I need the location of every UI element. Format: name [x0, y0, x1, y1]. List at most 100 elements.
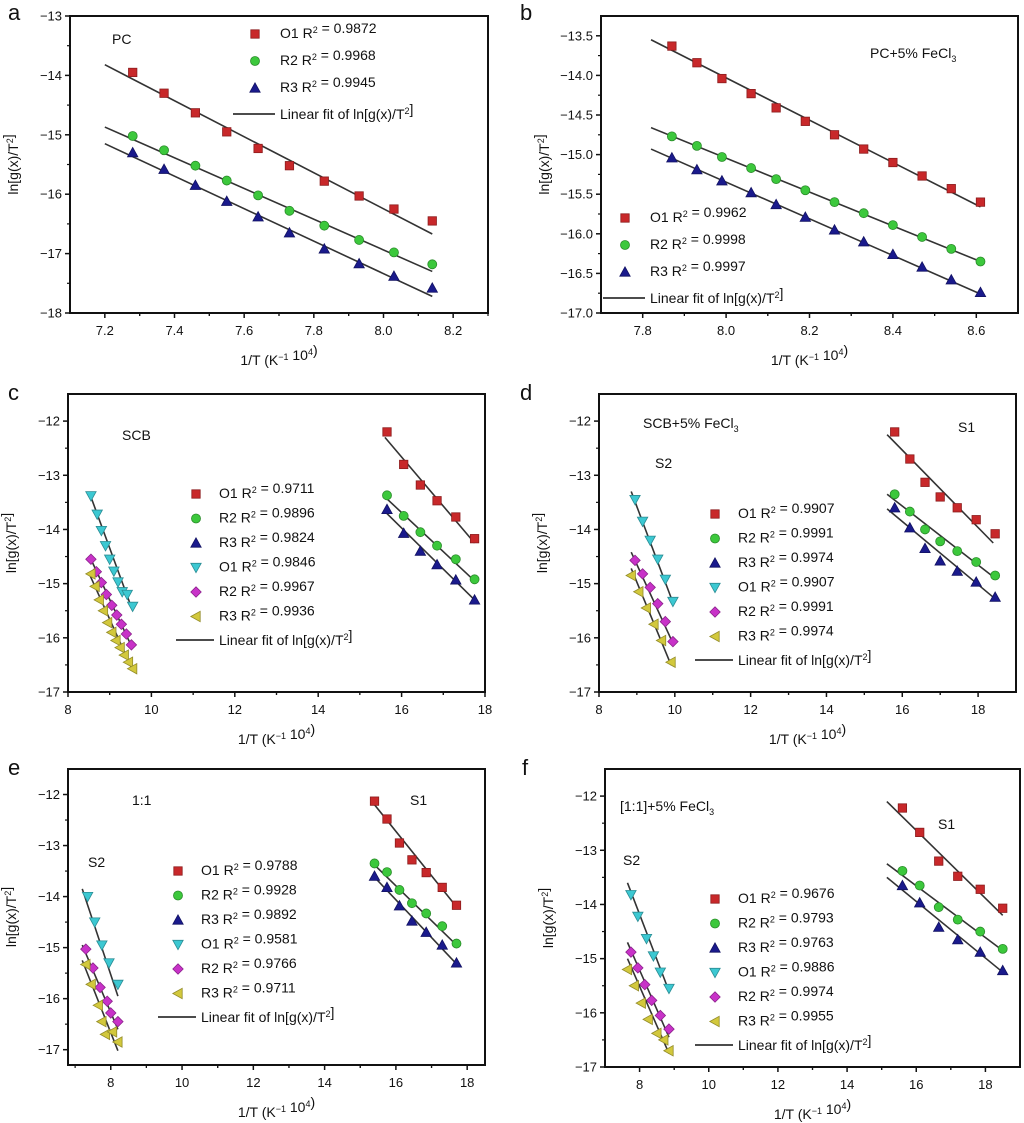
- series-r2-s1-: [886, 863, 1008, 954]
- data-point: [625, 569, 636, 582]
- x-tick-label: 12: [771, 1077, 785, 1092]
- data-point: [716, 174, 728, 186]
- data-point: [103, 554, 116, 566]
- data-point: [975, 884, 985, 894]
- fit-line: [886, 434, 994, 544]
- data-point: [284, 161, 295, 171]
- x-tick-label: 8.6: [967, 323, 985, 338]
- data-point: [859, 144, 869, 154]
- data-point: [975, 926, 986, 937]
- data-point: [828, 223, 841, 235]
- legend-label: O1 R2 = 0.9676: [738, 885, 835, 906]
- legend-fit-label: Linear fit of ln[g(x)/T2]: [738, 1032, 871, 1053]
- chart-title: 1:1: [132, 792, 152, 808]
- data-point: [398, 511, 409, 521]
- y-tick-label: −12: [569, 414, 591, 429]
- data-point: [420, 926, 433, 937]
- data-point: [644, 581, 656, 594]
- y-tick-label: −14: [569, 522, 591, 537]
- data-point: [800, 185, 811, 196]
- fit-line: [104, 63, 433, 235]
- y-tick-label: −13: [40, 9, 62, 24]
- data-point: [431, 558, 443, 570]
- data-point: [935, 492, 945, 502]
- data-point: [190, 160, 201, 171]
- panel-f: f −17 −16 −15 −14 −13 −12 8 10 12 14 16 18 1/T (K−1 …: [510, 745, 1024, 1123]
- data-point: [635, 997, 646, 1009]
- legend-label: R2 R2 = 0.9766: [201, 955, 297, 976]
- data-point: [917, 171, 927, 181]
- data-point: [415, 527, 426, 538]
- y-tick-label: −17.0: [560, 306, 593, 321]
- data-point: [319, 220, 330, 231]
- y-tick-label: −14.0: [560, 68, 593, 83]
- x-tick-label: 18: [478, 702, 492, 717]
- data-point: [93, 594, 104, 606]
- legend-label: R2 R2 = 0.9793: [738, 910, 834, 931]
- panel-letter-a: a: [8, 0, 21, 25]
- y-tick-label: −14: [38, 889, 60, 904]
- region-label: S1: [410, 792, 427, 808]
- data-point: [407, 855, 417, 865]
- series-o1: [650, 39, 986, 208]
- data-point: [421, 908, 432, 919]
- chart-title: [1:1]+5% FeCl3: [620, 798, 714, 817]
- y-axis-label: ln[g(x)/T2]: [0, 513, 19, 573]
- y-tick-label: −15.0: [560, 147, 593, 162]
- legend-label: O1 R2 = 0.9846: [219, 554, 316, 575]
- data-point: [97, 604, 109, 617]
- legend-label: R3 R2 = 0.9763: [738, 934, 834, 955]
- data-point: [450, 554, 461, 565]
- data-point: [381, 503, 393, 515]
- legend-marker: [191, 489, 201, 499]
- data-point: [120, 628, 133, 640]
- data-point: [319, 176, 329, 186]
- legend-fit-label: Linear fit of ln[g(x)/T2]: [738, 647, 871, 668]
- legend-label: R3 R2 = 0.9892: [201, 906, 297, 927]
- legend-marker: [172, 913, 184, 925]
- y-tick-label: −13: [38, 468, 60, 483]
- x-tick-label: 7.2: [96, 323, 114, 338]
- data-point: [95, 940, 108, 952]
- x-tick-label: 10: [175, 1075, 189, 1090]
- legend-marker: [619, 265, 631, 277]
- data-point: [650, 1027, 662, 1040]
- data-point: [88, 917, 101, 929]
- data-point: [935, 536, 946, 547]
- series-r2-s2-: [85, 553, 138, 651]
- y-tick-label: −14: [40, 68, 62, 83]
- data-point: [945, 273, 958, 285]
- data-point: [415, 480, 425, 490]
- data-point: [745, 186, 757, 198]
- data-point: [915, 827, 925, 837]
- data-point: [389, 204, 399, 214]
- legend-fit-label: Linear fit of ln[g(x)/T2]: [280, 101, 413, 122]
- data-point: [393, 899, 406, 911]
- series-r2-s1-: [886, 489, 1001, 581]
- data-point: [651, 597, 664, 610]
- legend-marker: [172, 939, 184, 951]
- x-tick-label: 8: [636, 1077, 643, 1092]
- series-r3: [650, 148, 987, 298]
- legend-label: R3 R2 = 0.9711: [201, 980, 296, 1001]
- legend-label: R2 R2 = 0.9967: [219, 578, 315, 599]
- data-point: [657, 1034, 669, 1046]
- chart-a: −18 −17 −16 −15 −14 −13 7.2 7.4 7.6 7.8 8.0 8.2 1/T …: [0, 9, 489, 368]
- data-point: [647, 618, 659, 631]
- data-point: [399, 459, 409, 470]
- legend-label: O1 R2 = 0.9907: [738, 574, 835, 595]
- data-point: [127, 131, 138, 141]
- region-label: S2: [88, 854, 105, 870]
- data-point: [105, 626, 117, 639]
- chart-b: −17.0 −16.5 −16.0 −15.5 −15.0 −14.5 −14.0 −13.5…: [531, 15, 1019, 368]
- data-point: [85, 553, 97, 566]
- data-point: [353, 257, 365, 269]
- chart-title: SCB+5% FeCl3: [643, 415, 739, 434]
- data-point: [629, 495, 641, 506]
- data-point: [667, 635, 679, 648]
- fit-line: [886, 800, 1004, 916]
- data-point: [118, 649, 129, 662]
- plot-frame: [69, 15, 489, 314]
- chart-title: PC+5% FeCl3: [870, 45, 956, 64]
- data-point: [829, 130, 840, 140]
